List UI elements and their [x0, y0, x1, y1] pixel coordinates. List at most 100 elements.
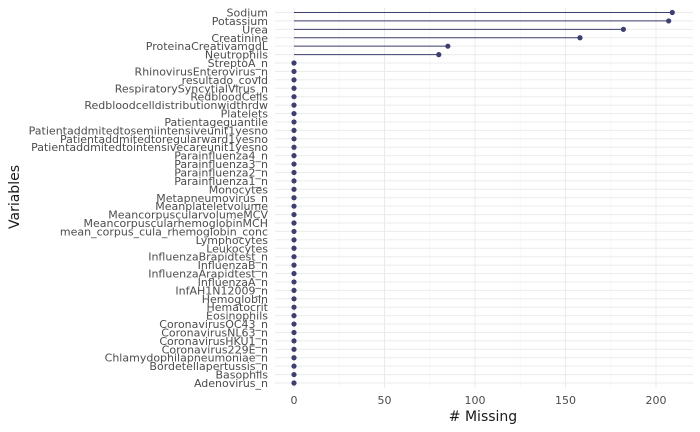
y-tick-label: CoronavirusOC43_n	[159, 318, 268, 331]
lollipop-point	[291, 211, 297, 218]
y-tick-label: resultado_covid	[182, 74, 268, 87]
y-tick-label: Parainfluenza1_n	[174, 175, 268, 188]
y-tick-label: InfluenzaArapidtest_n	[148, 268, 268, 281]
x-axis-title: # Missing	[449, 409, 517, 425]
y-axis-title: Variables	[7, 165, 23, 229]
lollipop-point	[291, 254, 297, 260]
lollipop-point	[436, 52, 442, 58]
lollipop-point	[291, 178, 297, 184]
lollipop-point	[291, 313, 297, 319]
lollipop-point	[291, 262, 297, 268]
lollipop-point	[291, 355, 297, 361]
y-tick-label: InfluenzaB_n	[198, 259, 268, 272]
x-tick-labels: 0 50 100 150 200	[291, 394, 667, 407]
y-tick-label: Redbloodcelldistributionwidthrdw	[84, 99, 268, 112]
lollipop-point	[620, 26, 627, 32]
y-tick-label: MeancorpuscularvolumeMCV	[108, 209, 268, 222]
y-tick-label: Patientaddmitedtoregularward1yesno	[60, 133, 268, 146]
lollipop-point	[291, 195, 297, 201]
lollipop-point	[291, 144, 297, 150]
y-tick-label: InfluenzaBrapidtest_n	[148, 251, 268, 264]
y-tick-label: InfluenzaA_n	[198, 276, 268, 289]
lollipop-point	[291, 110, 297, 117]
lollipop-point	[291, 237, 297, 243]
x-tick-label: 50	[378, 394, 392, 407]
y-tick-label: Potassium	[212, 15, 268, 28]
y-tick-label: ProteinaCreativamgdL	[146, 40, 269, 53]
y-tick-label: Parainfluenza4_n	[174, 150, 268, 163]
y-tick-label: Sodium	[227, 7, 268, 20]
x-tick-label: 200	[646, 394, 667, 407]
lollipop-point	[577, 35, 583, 41]
lollipop-point	[291, 203, 297, 209]
y-tick-label: Eosinophils	[206, 310, 268, 323]
lollipop-point	[291, 296, 297, 302]
lollipop-point	[291, 371, 297, 378]
y-tick-label: Adenovirus_n	[194, 377, 268, 390]
lollipop-point	[291, 60, 297, 66]
lollipop-point	[291, 304, 297, 310]
y-tick-label: StreptoA_n	[208, 57, 268, 70]
lollipop-point	[291, 363, 297, 369]
y-tick-label: Basophils	[215, 369, 268, 382]
y-tick-label: Coronavirus229E_n	[162, 343, 268, 356]
lollipop-point	[291, 220, 297, 226]
y-tick-label: Patientaddmitedtosemiintensiveunit1yesno	[29, 124, 269, 137]
lollipop-point	[291, 186, 297, 192]
y-tick-label: CoronavirusNL63_n	[161, 326, 268, 339]
lollipop-point	[291, 153, 297, 159]
y-tick-label: CoronavirusHKU1_n	[159, 335, 268, 348]
y-tick-label: Lymphocytes	[196, 234, 269, 247]
lollipop-point	[291, 380, 297, 386]
y-tick-label: Meanplateletvolume	[155, 200, 268, 213]
y-tick-label: Leukocytes	[206, 242, 268, 255]
lollipop-point	[445, 43, 451, 49]
lollipop-point	[291, 94, 297, 100]
y-tick-label: Platelets	[221, 108, 269, 121]
lollipop-point	[291, 85, 297, 91]
y-tick-label: Patientaddmitedtointensivecareunit1yesno	[31, 141, 268, 154]
lollipop-point	[291, 127, 297, 133]
y-tick-label: Metapneumovirus_n	[156, 192, 268, 205]
x-tick-label: 150	[555, 394, 576, 407]
y-tick-label: RespiratorySyncytialVirus_n	[115, 82, 268, 95]
y-tick-label: Chlamydophilapneumoniae_n	[105, 352, 268, 365]
lollipop-point	[291, 228, 297, 235]
y-tick-label: RedbloodCells	[190, 91, 268, 104]
y-tick-label: Bordetellapertussis_n	[149, 360, 268, 373]
lollipop-point	[291, 287, 297, 293]
lollipop-point	[291, 338, 297, 344]
lollipop-point	[291, 245, 297, 251]
y-tick-label: mean_corpus_cula_rhemoglobin_conc	[60, 225, 268, 238]
lollipop-point	[669, 9, 675, 16]
y-tick-label: Hematocrit	[207, 301, 269, 314]
lollipop-point	[291, 77, 297, 83]
y-tick-label: Urea	[242, 23, 268, 36]
grid-layer	[275, 8, 693, 388]
mark-layer	[291, 9, 675, 386]
y-tick-label: Patientageguantile	[164, 116, 268, 129]
x-tick-label: 100	[465, 394, 486, 407]
lollipop-point	[291, 161, 297, 167]
y-tick-label: MeancorpuscularhemoglobinMCH	[83, 217, 268, 230]
lollipop-point	[291, 119, 297, 125]
y-tick-label: Creatinine	[211, 32, 268, 45]
lollipop-point	[291, 329, 297, 336]
lollipop-point	[291, 321, 297, 327]
y-tick-label: Neutrophils	[205, 49, 268, 62]
lollipop-point	[291, 68, 297, 75]
lollipop-point	[291, 270, 297, 277]
lollipop-point	[291, 169, 297, 176]
lollipop-point	[291, 136, 297, 142]
y-tick-label: Hemoglobin	[202, 293, 268, 306]
y-tick-label: RhinovirusEnterovirus_n	[135, 65, 268, 78]
lollipop-point	[291, 346, 297, 352]
y-tick-label: Parainfluenza3_n	[174, 158, 268, 171]
y-tick-label: Parainfluenza2_n	[174, 166, 268, 179]
y-tick-label: InfAH1N12009_n	[175, 284, 268, 297]
x-tick-label: 0	[291, 394, 298, 407]
y-tick-labels: SodiumPotassiumUreaCreatinineProteinaCre…	[29, 7, 269, 391]
y-tick-label: Monocytes	[209, 183, 269, 196]
lollipop-point	[291, 279, 297, 285]
